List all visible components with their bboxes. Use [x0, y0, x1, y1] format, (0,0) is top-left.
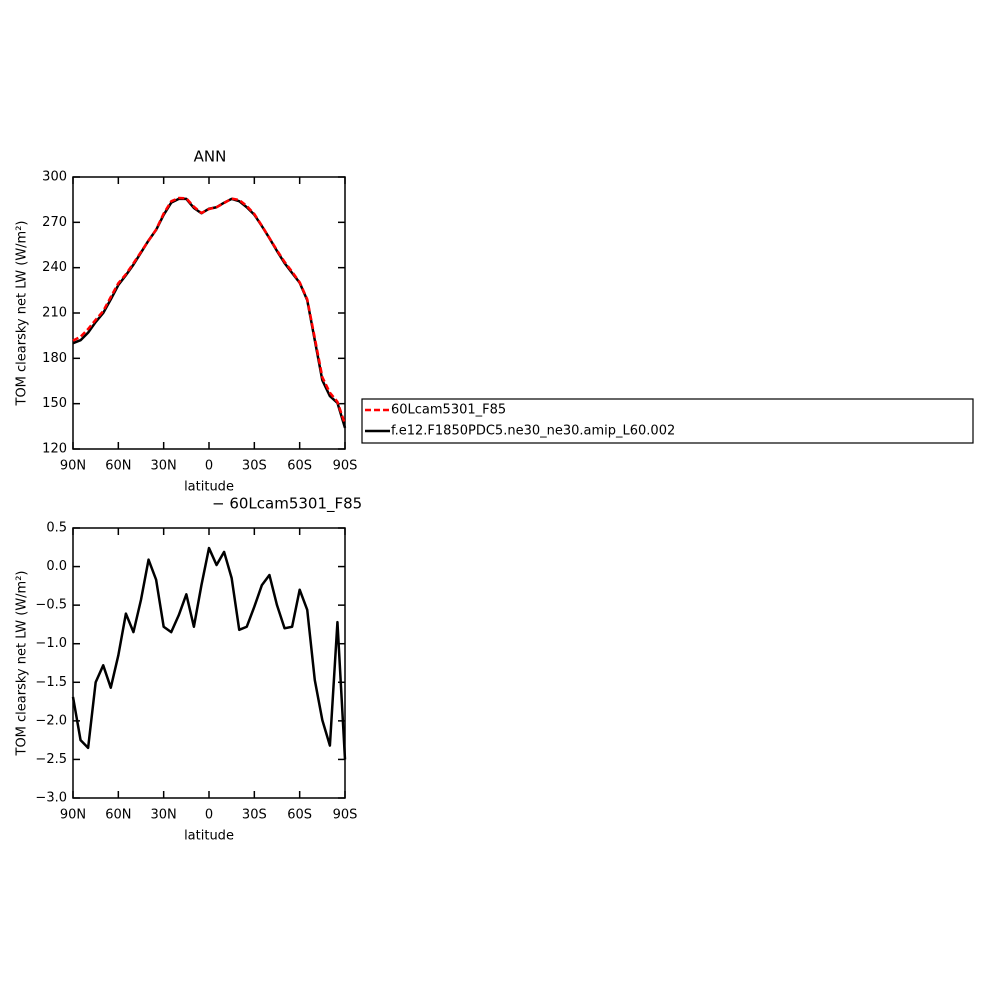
y-tick-label: 0.0: [46, 559, 67, 574]
y-tick-label: −1.0: [35, 636, 67, 651]
x-tick-label: 60S: [287, 459, 312, 474]
y-tick-label: −0.5: [35, 598, 67, 613]
legend-box: [361, 398, 974, 444]
y-tick-label: 240: [42, 260, 67, 275]
x-tick-label: 60N: [105, 808, 131, 823]
y-tick-label: 150: [42, 396, 67, 411]
x-tick-label: 90S: [333, 459, 358, 474]
data-line: [72, 196, 347, 425]
y-tick-label: 180: [42, 351, 67, 366]
x-tick-label: 0: [205, 459, 213, 474]
y-tick-label: −2.0: [35, 713, 67, 728]
y-tick-label: 0.5: [46, 521, 67, 536]
legend-label: f.e12.F1850PDC5.ne30_ne30.amip_L60.002: [391, 424, 675, 439]
y-tick-label: 270: [42, 215, 67, 230]
y-tick-label: 300: [42, 170, 67, 185]
y-tick-label: 120: [42, 442, 67, 457]
y-tick-label: −2.5: [35, 752, 67, 767]
x-tick-label: 60S: [287, 808, 312, 823]
x-axis-label: latitude: [184, 480, 234, 495]
x-tick-label: 0: [205, 808, 213, 823]
data-line: [72, 197, 347, 429]
x-tick-label: 90N: [60, 808, 86, 823]
plot-frame: [72, 176, 346, 450]
x-tick-label: 90S: [333, 808, 358, 823]
y-tick-label: −1.5: [35, 675, 67, 690]
legend-label: 60Lcam5301_F85: [391, 403, 506, 418]
data-line: [71, 546, 347, 760]
x-tick-label: 90N: [60, 459, 86, 474]
y-axis-label: TOM clearsky net LW (W/m²): [15, 570, 30, 756]
x-tick-label: 30S: [242, 808, 267, 823]
y-tick-label: 210: [42, 306, 67, 321]
x-tick-label: 30N: [151, 808, 177, 823]
y-tick-label: −3.0: [35, 791, 67, 806]
chart-title: − 60Lcam5301_F85: [212, 495, 362, 514]
x-tick-label: 60N: [105, 459, 131, 474]
plot-frame: [72, 527, 346, 799]
x-tick-label: 30S: [242, 459, 267, 474]
y-axis-label: TOM clearsky net LW (W/m²): [15, 220, 30, 406]
chart-title: ANN: [194, 148, 227, 166]
x-tick-label: 30N: [151, 459, 177, 474]
x-axis-label: latitude: [184, 829, 234, 844]
